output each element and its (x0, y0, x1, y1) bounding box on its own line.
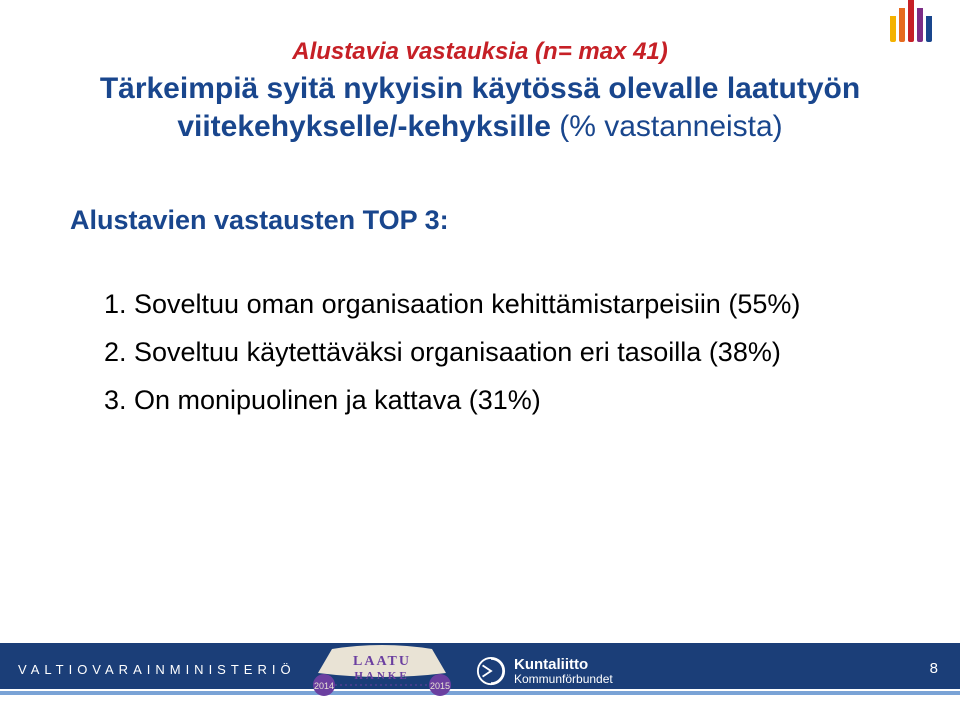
slide: Alustavia vastauksia (n= max 41) Tärkeim… (0, 0, 960, 717)
page-number: 8 (930, 660, 938, 677)
kuntaliitto-icon (476, 656, 506, 686)
kuntaliitto-logo-block: Kuntaliitto Kommunförbundet (476, 656, 613, 687)
ministry-label: VALTIOVARAINMINISTERIÖ (18, 662, 296, 677)
accent-bar (917, 8, 923, 42)
kunta-line2: Kommunförbundet (514, 673, 613, 687)
main-title: Tärkeimpiä syitä nykyisin käytössä oleva… (60, 70, 900, 145)
section-heading: Alustavien vastausten TOP 3: (70, 205, 900, 236)
list-item: Soveltuu oman organisaation kehittämista… (134, 284, 900, 326)
pre-title: Alustavia vastauksia (n= max 41) (60, 38, 900, 66)
footer: VALTIOVARAINMINISTERIÖ 8 LAATU HANKE 201… (0, 643, 960, 717)
footer-thin-line (0, 691, 960, 695)
laatu-sub: HANKE (354, 670, 409, 682)
content-area: Alustavia vastauksia (n= max 41) Tärkeim… (0, 38, 960, 428)
list-item: On monipuolinen ja kattava (31%) (134, 380, 900, 422)
laatu-word: LAATU (353, 654, 411, 669)
top-list: Soveltuu oman organisaation kehittämista… (100, 284, 900, 422)
laatu-year-right: 2015 (430, 681, 450, 691)
laatu-year-left: 2014 (314, 681, 334, 691)
laatu-hanke-badge: LAATU HANKE 2014 2015 (312, 645, 452, 701)
kuntaliitto-text: Kuntaliitto Kommunförbundet (514, 656, 613, 687)
kunta-line1: Kuntaliitto (514, 656, 613, 673)
accent-bar (908, 0, 914, 42)
list-item: Soveltuu käytettäväksi organisaation eri… (134, 332, 900, 374)
accent-bar (899, 8, 905, 42)
corner-accent-bars (890, 0, 932, 42)
title-light: (% vastanneista) (551, 110, 783, 143)
